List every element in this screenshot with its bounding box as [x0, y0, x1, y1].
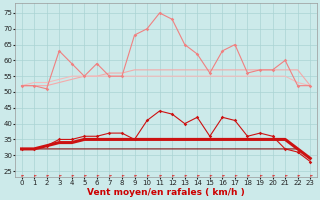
X-axis label: Vent moyen/en rafales ( km/h ): Vent moyen/en rafales ( km/h ) [87, 188, 245, 197]
